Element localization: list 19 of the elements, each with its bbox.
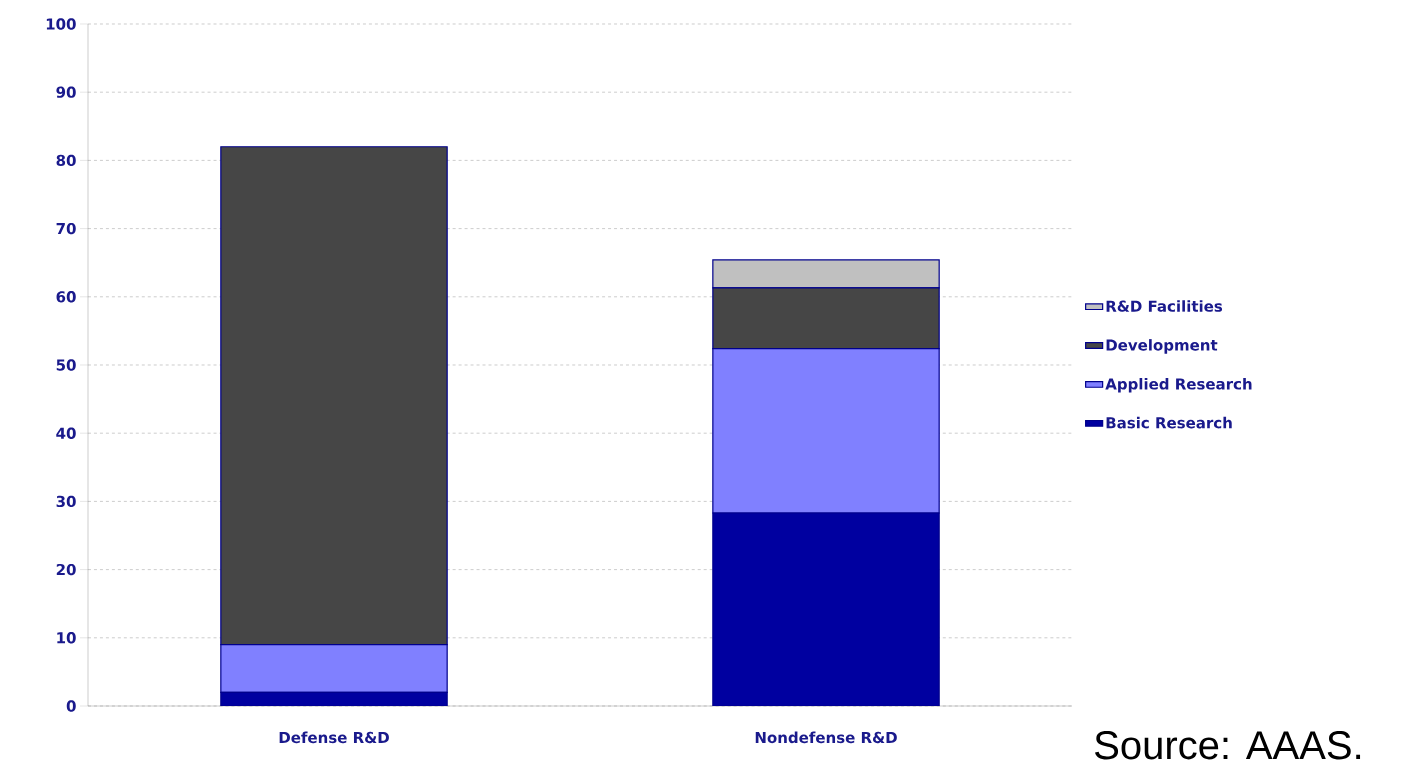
source-note: Source: AAAS. [1095,731,1361,760]
legend-label: Basic Research [1106,416,1232,429]
y-tick-label: 50 [56,359,76,371]
y-tick-label: 90 [56,86,76,98]
legend-label: Applied Research [1105,378,1252,393]
bar [712,512,940,706]
y-tick-label: 80 [56,154,76,167]
y-tick-label: 0 [66,700,76,712]
x-tick-label: Nondefense R&D [755,731,897,744]
y-tick-label: 40 [56,427,76,439]
x-tick-label: Defense R&D [279,731,389,744]
y-tick-label: 10 [57,632,76,644]
y-tick-label: 100 [46,18,76,30]
y-tick-label: 60 [56,291,76,303]
legend-label: R&D Facilities [1106,300,1223,312]
legend-label: Development [1106,339,1218,354]
y-tick-label: 70 [56,222,76,235]
y-tick-label: 30 [56,495,76,508]
y-tick-label: 20 [56,563,76,576]
